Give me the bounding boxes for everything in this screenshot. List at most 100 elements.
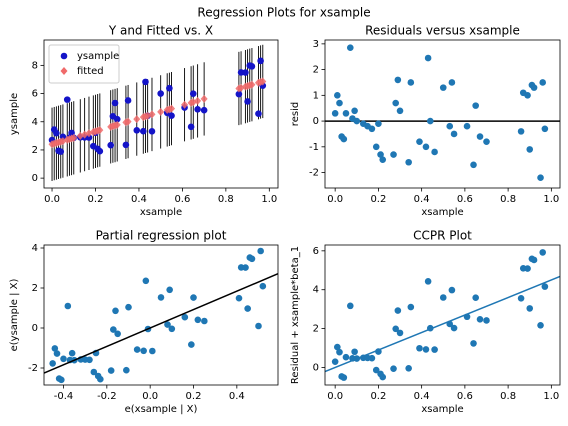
point (372, 143, 380, 151)
x-tick-label: -0.4 (54, 391, 74, 402)
point (539, 249, 547, 256)
point (476, 315, 484, 323)
point (541, 125, 549, 133)
point (157, 107, 165, 116)
point (448, 286, 456, 294)
point (394, 307, 402, 314)
point (70, 133, 78, 142)
subplot-title: Y and Fitted vs. X (108, 24, 213, 38)
y-tick-label: -2 (309, 168, 319, 179)
point (194, 316, 202, 324)
plot-area (325, 249, 560, 381)
point (375, 120, 382, 127)
point (187, 123, 195, 131)
point (149, 347, 156, 355)
point (140, 347, 147, 355)
point (181, 100, 189, 109)
point (407, 303, 415, 311)
point (470, 340, 477, 347)
point (530, 256, 538, 264)
point (85, 134, 93, 141)
point (168, 325, 176, 333)
point (189, 90, 197, 98)
y-tick-label: -2 (28, 363, 38, 374)
y-tick-label: 6 (313, 246, 319, 257)
y-axis-label: ysample (9, 93, 20, 135)
fit-line (44, 273, 278, 374)
x-tick-label: 0.4 (414, 194, 430, 205)
x-axis-label: xsample (140, 207, 182, 218)
point (379, 156, 387, 163)
point (242, 264, 249, 271)
x-tick-label: 1.0 (543, 391, 559, 402)
point (463, 122, 471, 130)
point (372, 366, 380, 374)
point (157, 294, 165, 301)
y-tick-label: 4 (313, 285, 319, 296)
point (450, 130, 458, 138)
point (416, 138, 423, 145)
point (148, 128, 156, 135)
point (113, 120, 121, 129)
point (248, 255, 256, 263)
point (259, 77, 267, 86)
y-tick-label: 0 (313, 363, 319, 374)
x-tick-label: 0.2 (370, 391, 386, 402)
y-tick-label: 8 (32, 60, 38, 71)
axes-frame (324, 39, 561, 189)
point (392, 325, 399, 333)
point (351, 107, 358, 115)
point (123, 366, 130, 374)
point (334, 92, 341, 99)
point (188, 341, 195, 348)
point (351, 348, 358, 356)
point (86, 356, 93, 364)
x-tick-label: 0.6 (457, 391, 473, 402)
point (334, 343, 341, 351)
point (483, 317, 490, 324)
point (157, 90, 164, 97)
point (181, 313, 189, 321)
point (60, 355, 67, 363)
point (201, 317, 208, 325)
point (96, 147, 104, 155)
point (235, 294, 243, 302)
point (405, 364, 412, 372)
x-axis-label: xsample (421, 207, 463, 218)
point (431, 148, 438, 156)
y-axis-label: resid (290, 102, 301, 126)
point (114, 330, 121, 338)
point (340, 135, 348, 143)
axes-frame (43, 244, 279, 386)
point (405, 158, 412, 166)
x-tick-label: 0.2 (88, 194, 104, 205)
point (340, 374, 348, 381)
point (541, 283, 549, 290)
point (164, 321, 171, 328)
point (113, 115, 121, 123)
y-tick-label: 4 (32, 117, 38, 128)
point (63, 96, 71, 103)
point (422, 346, 430, 353)
x-tick-label: 0.4 (229, 391, 245, 402)
subplot: Y and Fitted vs. X xsample ysample 0.0 0.2 0.… (9, 24, 279, 218)
x-tick-label: 0.2 (186, 391, 202, 402)
plot-area (48, 44, 267, 181)
point (394, 76, 402, 84)
point (200, 106, 208, 114)
y-axis-label: e(ysample | X) (9, 279, 20, 352)
point (107, 367, 115, 374)
point (244, 305, 251, 312)
point (51, 345, 59, 352)
point (476, 133, 484, 140)
point (107, 141, 115, 149)
x-tick-label: 0.8 (500, 194, 516, 205)
x-axis-label: e(xsample | X) (125, 404, 198, 415)
point (168, 104, 176, 113)
x-tick-label: 0.0 (142, 391, 158, 402)
legend-marker (60, 52, 68, 60)
point (431, 346, 438, 353)
x-tick-label: 0.0 (44, 194, 60, 205)
point (97, 375, 104, 383)
point (450, 324, 458, 332)
